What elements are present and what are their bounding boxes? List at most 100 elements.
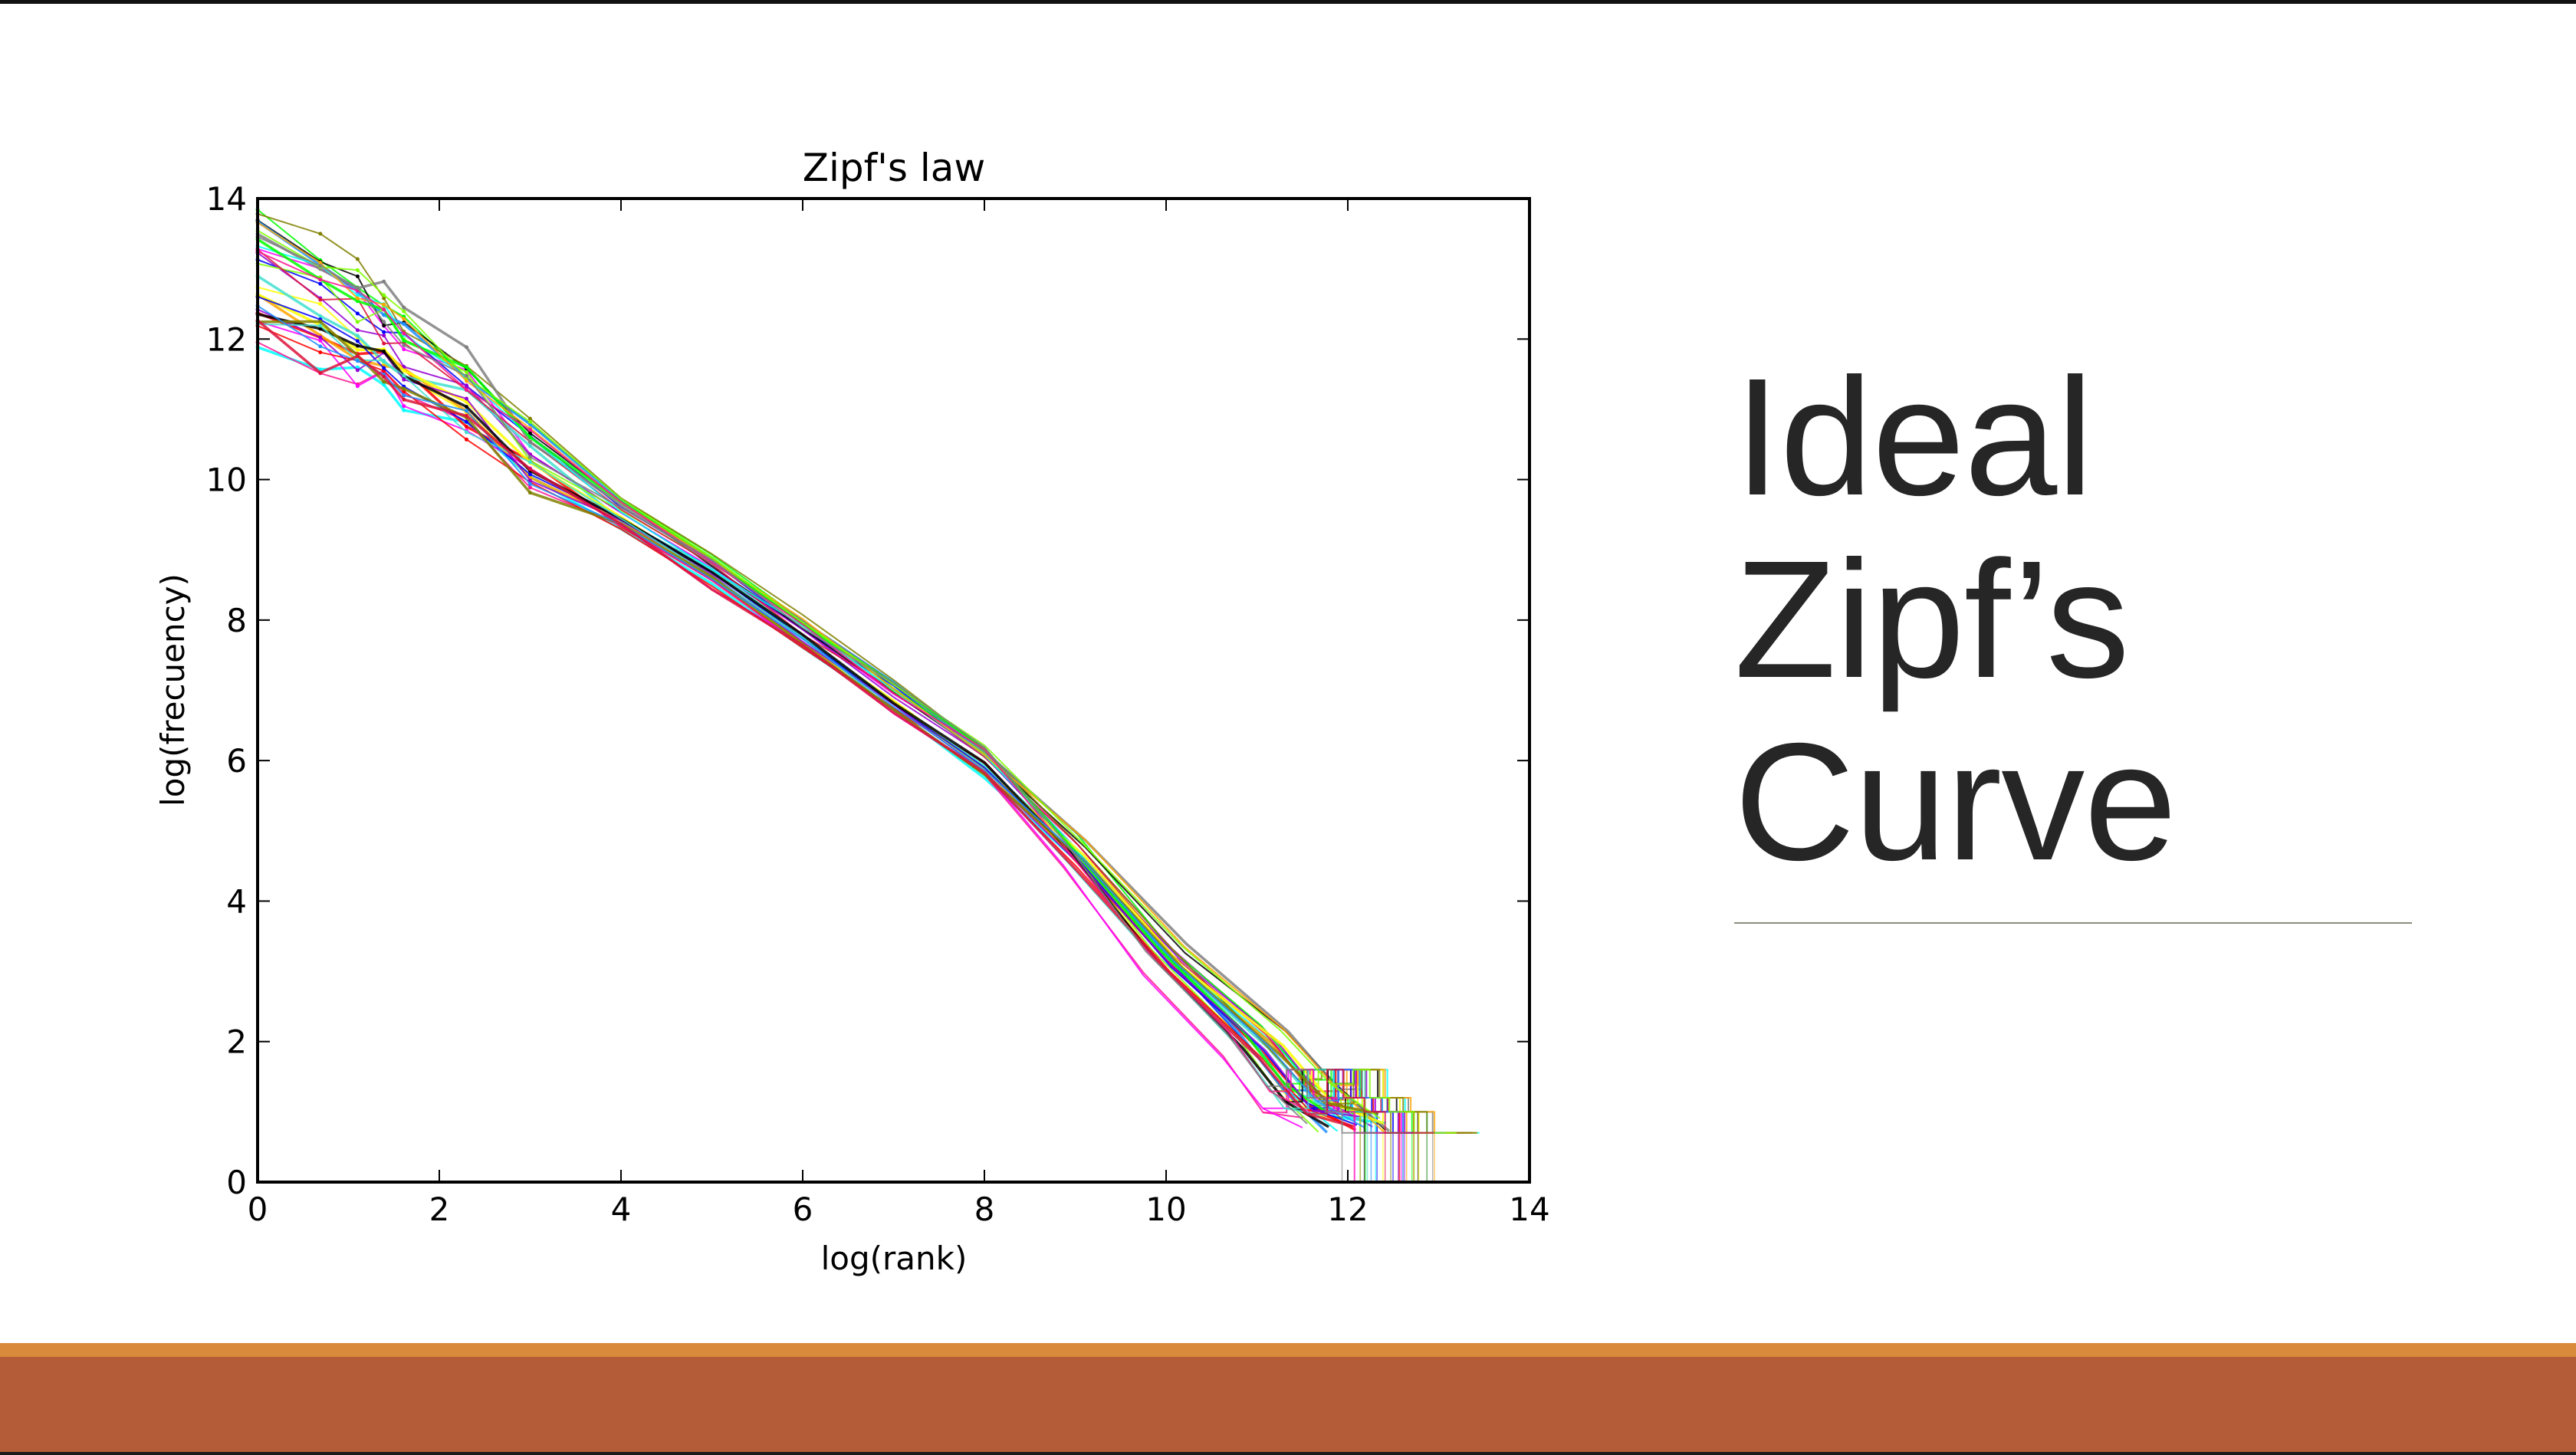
series-point — [318, 232, 323, 236]
series-line — [257, 313, 1329, 1128]
series-point — [318, 327, 323, 331]
series-point — [382, 349, 386, 353]
series-point — [528, 444, 532, 448]
x-tick-label: 6 — [793, 1191, 813, 1228]
series-point — [355, 268, 360, 272]
series-tail — [1284, 1069, 1411, 1134]
series-point — [355, 339, 360, 343]
x-axis-label: log(rank) — [821, 1240, 968, 1277]
series-point — [465, 383, 468, 388]
series-point — [402, 305, 406, 310]
series-point — [465, 419, 468, 424]
series-point — [355, 384, 360, 389]
series-line — [257, 236, 1308, 1125]
series-point — [318, 297, 323, 302]
x-tick-label: 2 — [429, 1191, 450, 1228]
series-point — [382, 359, 386, 363]
series-point — [528, 478, 532, 483]
series-point — [355, 286, 360, 291]
series-point — [382, 375, 386, 379]
series-point — [528, 431, 532, 435]
series-point — [382, 379, 386, 384]
series-point — [528, 435, 532, 439]
y-tick-label: 0 — [226, 1164, 247, 1201]
series-line — [257, 320, 1303, 1128]
series-line — [257, 325, 1355, 1128]
series-point — [355, 359, 360, 363]
x-tick-label: 12 — [1327, 1191, 1368, 1228]
series-line — [257, 308, 1360, 1118]
series-point — [402, 317, 406, 321]
series-line — [257, 219, 1386, 1131]
plot-frame — [256, 197, 1531, 1184]
y-tick-label: 10 — [206, 461, 247, 499]
x-tick-label: 8 — [974, 1191, 995, 1228]
series-point — [318, 335, 323, 340]
series-point — [528, 428, 532, 432]
series-point — [355, 320, 360, 324]
series-point — [528, 467, 532, 471]
footer-band — [0, 1357, 2576, 1452]
series-point — [402, 338, 406, 343]
series-point — [528, 455, 532, 459]
y-tick-label: 2 — [226, 1023, 247, 1061]
series-point — [402, 397, 406, 402]
series-point — [318, 278, 323, 282]
series-point — [528, 460, 532, 465]
y-tick-label: 8 — [226, 602, 247, 639]
series-tail — [1306, 1069, 1434, 1134]
series-point — [528, 416, 532, 421]
x-tick-label: 14 — [1509, 1191, 1549, 1228]
series-point — [528, 485, 532, 490]
series-point — [318, 314, 323, 318]
series-point — [465, 379, 468, 383]
series-point — [318, 324, 323, 328]
series-point — [528, 481, 532, 486]
x-tick-label: 10 — [1145, 1191, 1186, 1228]
series-point — [465, 409, 468, 413]
series-point — [382, 293, 386, 297]
series-point — [465, 396, 468, 401]
series-point — [402, 373, 406, 378]
series-point — [402, 331, 406, 336]
series-point — [318, 281, 323, 286]
series-point — [382, 366, 386, 370]
series-point — [355, 296, 360, 301]
series-point — [402, 393, 406, 398]
footer-accent-band — [0, 1343, 2576, 1357]
series-point — [318, 319, 323, 324]
series-point — [402, 369, 406, 373]
series-point — [402, 408, 406, 412]
series-point — [402, 322, 406, 327]
series-point — [382, 333, 386, 338]
x-tick-label: 4 — [611, 1191, 632, 1228]
series-lines — [255, 207, 1480, 1182]
slide-title-line-3: Curve — [1734, 709, 2177, 895]
series-point — [355, 343, 360, 348]
title-underline — [1734, 922, 2412, 924]
series-point — [318, 350, 323, 355]
series-point — [318, 264, 323, 268]
series-line — [257, 346, 1387, 1125]
series-line — [256, 319, 1353, 1128]
series-tail — [1267, 1069, 1375, 1134]
series-point — [528, 440, 532, 445]
series-tail — [1329, 1069, 1477, 1134]
series-point — [382, 320, 386, 324]
series-point — [355, 274, 360, 278]
series-point — [465, 413, 468, 418]
top-rule — [0, 0, 2576, 4]
series-point — [382, 383, 386, 387]
series-point — [318, 338, 323, 343]
series-tail — [1330, 1069, 1457, 1134]
series-line — [257, 213, 1343, 1121]
series-point — [382, 302, 386, 307]
series-point — [382, 296, 386, 301]
series-point — [318, 261, 323, 265]
x-axis: 0 2 4 6 8 10 12 14 — [248, 199, 1550, 1228]
series-point — [382, 279, 386, 284]
series-point — [355, 368, 360, 373]
series-point — [402, 404, 406, 409]
series-point — [318, 344, 323, 349]
x-tick-label: 0 — [248, 1191, 268, 1228]
